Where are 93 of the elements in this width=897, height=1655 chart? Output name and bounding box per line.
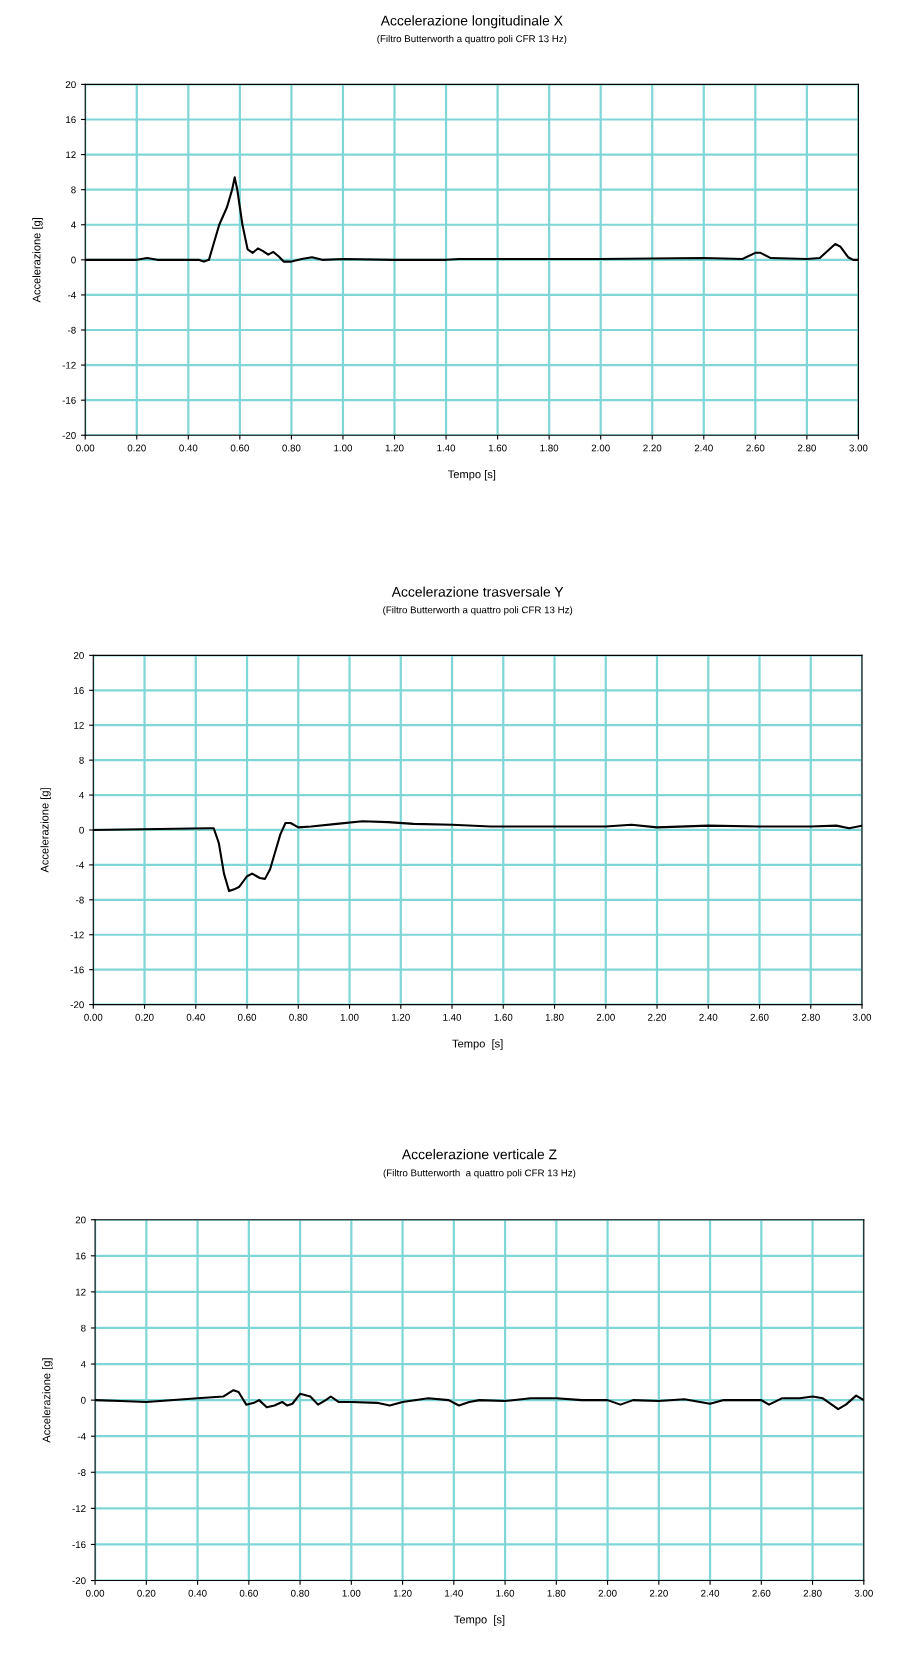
y-tick-label: 8 — [81, 1324, 86, 1332]
y-tick-label: 20 — [75, 1216, 86, 1224]
x-tick-label: 1.20 — [393, 1589, 412, 1597]
x-tick-label: 0.80 — [291, 1589, 310, 1597]
x-axis-title: Tempo [s] — [454, 1615, 505, 1626]
x-tick-label: 1.80 — [547, 1589, 566, 1597]
x-tick-label: 2.00 — [591, 444, 610, 452]
x-tick-label: 2.40 — [694, 444, 713, 452]
x-tick-label: 0.60 — [230, 444, 249, 452]
y-tick-label: 4 — [71, 221, 76, 229]
y-tick-label: -4 — [67, 291, 76, 299]
y-tick-label: 4 — [79, 791, 84, 799]
y-tick-label: 4 — [80, 1360, 86, 1368]
x-tick-label: 1.00 — [340, 1013, 359, 1021]
x-tick-label: 0.20 — [137, 1589, 156, 1597]
x-tick-label: 3.00 — [854, 1589, 873, 1597]
y-tick-label: -12 — [62, 361, 76, 369]
x-axis-title: Tempo [s] — [452, 1039, 503, 1050]
y-tick-label: -12 — [72, 1505, 86, 1512]
y-tick-label: 16 — [74, 687, 84, 694]
x-axis-title: Tempo [s] — [447, 470, 496, 481]
y-tick-label: -20 — [70, 1001, 84, 1009]
y-tick-label: -16 — [62, 396, 76, 404]
y-tick-label: 0 — [79, 826, 84, 834]
x-tick-label: 1.80 — [540, 444, 559, 452]
chart-subtitle: (Filtro Butterworth a quattro poli CFR 13 Hz) — [377, 34, 567, 45]
x-tick-label: 0.80 — [282, 444, 301, 452]
x-tick-label: 1.00 — [342, 1589, 361, 1597]
y-tick-label: -12 — [70, 931, 84, 939]
x-tick-label: 3.00 — [852, 1013, 872, 1021]
x-tick-label: 2.40 — [701, 1589, 720, 1597]
x-tick-label: 0.40 — [188, 1589, 207, 1597]
x-tick-label: 1.40 — [443, 1013, 462, 1021]
y-tick-label: 12 — [74, 721, 84, 729]
y-axis-title: Accelerazione [g] — [40, 788, 51, 873]
y-tick-label: 8 — [79, 756, 84, 764]
y-tick-label: 0 — [81, 1396, 86, 1404]
x-tick-label: 2.60 — [750, 1013, 769, 1021]
x-tick-label: 2.80 — [803, 1589, 822, 1597]
y-tick-label: 16 — [66, 116, 76, 124]
y-tick-label: -8 — [67, 326, 76, 334]
x-tick-label: 2.20 — [649, 1589, 668, 1597]
y-tick-label: -4 — [76, 861, 84, 869]
x-tick-label: 2.20 — [648, 1013, 667, 1021]
x-tick-label: 2.80 — [797, 444, 816, 452]
x-tick-label: 0.60 — [237, 1013, 257, 1021]
y-tick-label: 20 — [73, 652, 84, 659]
chart-title: Accelerazione verticale Z — [401, 1149, 557, 1160]
y-tick-label: -8 — [76, 896, 84, 904]
y-axis-title: Accelerazione [g] — [42, 1358, 53, 1443]
x-tick-label: 2.80 — [801, 1013, 820, 1021]
x-tick-label: 1.60 — [494, 1013, 513, 1021]
x-tick-label: 1.00 — [334, 444, 353, 452]
y-tick-label: 0 — [71, 256, 76, 264]
x-tick-label: 1.20 — [385, 444, 404, 452]
x-tick-label: 2.60 — [752, 1589, 771, 1597]
chart-subtitle: (Filtro Butterworth a quattro poli CFR 13 Hz) — [383, 606, 573, 616]
x-tick-label: 1.60 — [496, 1589, 515, 1597]
x-tick-label: 0.00 — [84, 1013, 103, 1021]
x-tick-label: 2.00 — [598, 1589, 617, 1597]
y-axis-title: Accelerazione [g] — [32, 218, 43, 303]
x-tick-label: 0.20 — [127, 444, 146, 452]
x-tick-label: 1.80 — [545, 1013, 564, 1021]
x-tick-label: 1.60 — [488, 444, 507, 452]
x-tick-label: 0.00 — [76, 444, 95, 452]
x-tick-label: 0.40 — [179, 444, 198, 452]
y-tick-label: -16 — [72, 1541, 86, 1549]
y-tick-label: -20 — [72, 1577, 86, 1585]
x-tick-label: 0.80 — [289, 1013, 308, 1021]
y-tick-label: 12 — [66, 151, 76, 159]
x-tick-label: 0.00 — [86, 1589, 105, 1597]
x-tick-label: 1.40 — [437, 444, 456, 452]
chart-subtitle: (Filtro Butterworth a quattro poli CFR 13 Hz) — [383, 1169, 576, 1179]
chart-title: Accelerazione trasversale Y — [391, 586, 564, 597]
x-tick-label: 0.60 — [239, 1589, 258, 1597]
y-tick-label: -8 — [77, 1469, 86, 1476]
x-tick-label: 0.20 — [135, 1013, 154, 1021]
x-tick-label: 1.20 — [392, 1013, 410, 1021]
x-tick-label: 1.40 — [445, 1589, 463, 1597]
x-tick-label: 0.40 — [186, 1013, 205, 1021]
y-tick-label: 20 — [65, 81, 76, 89]
y-tick-label: -4 — [77, 1433, 86, 1440]
x-tick-label: 2.20 — [643, 444, 662, 452]
x-tick-label: 2.40 — [699, 1013, 718, 1021]
x-tick-label: 3.00 — [849, 444, 868, 452]
y-tick-label: 12 — [75, 1288, 86, 1296]
y-tick-label: -20 — [62, 432, 76, 439]
x-tick-label: 2.00 — [596, 1013, 615, 1021]
chart-title: Accelerazione longitudinale X — [380, 15, 563, 29]
x-tick-label: 2.60 — [746, 444, 765, 452]
y-tick-label: -16 — [70, 966, 84, 974]
y-tick-label: 8 — [71, 186, 76, 194]
y-tick-label: 16 — [75, 1252, 86, 1260]
